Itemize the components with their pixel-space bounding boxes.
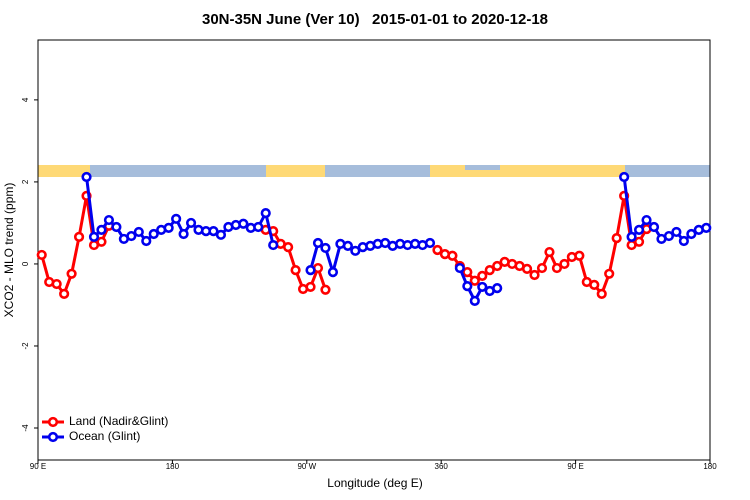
data-point [126, 230, 137, 242]
data-point [454, 262, 465, 274]
data-point [268, 239, 279, 251]
data-point [73, 231, 85, 242]
data-point [432, 244, 443, 256]
data-point [574, 250, 585, 261]
data-point [253, 221, 264, 233]
chart-title: 30N-35N June (Ver 10) 2015-01-01 to 2020… [202, 11, 548, 28]
x-tick-label: 90 E [30, 462, 46, 471]
data-point [477, 270, 488, 281]
data-point [238, 218, 249, 229]
data-point [551, 262, 563, 274]
data-point [424, 237, 436, 249]
data-point [663, 230, 675, 242]
data-point [163, 222, 174, 233]
legend-marker [47, 416, 59, 428]
data-point [290, 264, 301, 276]
data-point [536, 262, 548, 274]
y-tick-label: 4 [21, 97, 30, 102]
data-point [626, 231, 637, 242]
y-tick-label: -2 [21, 342, 30, 350]
y-tick-label: -4 [21, 424, 30, 432]
data-point [133, 226, 144, 238]
data-point [469, 275, 480, 286]
y-tick-label: 0 [21, 261, 30, 266]
legend-label: Land (Nadir&Glint) [69, 414, 168, 428]
ocean-band [325, 165, 430, 177]
data-point [178, 228, 189, 240]
data-point [305, 281, 316, 293]
data-point [484, 264, 495, 276]
data-point [462, 267, 473, 278]
data-point [103, 214, 115, 226]
data-point [544, 246, 555, 258]
ocean-band [465, 165, 500, 170]
data-point [342, 240, 353, 251]
data-point [59, 288, 70, 299]
data-point [701, 222, 712, 233]
data-point [141, 235, 152, 247]
data-point [185, 217, 197, 229]
data-point [215, 229, 227, 240]
data-point [589, 279, 600, 290]
data-point [447, 250, 458, 261]
data-point [619, 171, 630, 183]
x-tick-label: 360 [435, 462, 449, 471]
x-tick-label: 90 E [567, 462, 583, 471]
data-point [641, 214, 652, 226]
data-point [648, 221, 660, 233]
data-point [521, 263, 533, 274]
data-point [633, 224, 645, 236]
data-point [492, 260, 503, 272]
legend-label: Ocean (Glint) [69, 429, 140, 443]
data-point [477, 281, 488, 293]
data-point [96, 224, 107, 236]
data-point [96, 236, 107, 247]
x-tick-label: 180 [166, 462, 180, 471]
data-point [559, 258, 570, 270]
y-tick-label: 2 [21, 179, 30, 184]
data-point [88, 231, 100, 242]
data-point [66, 268, 77, 279]
series-line [436, 195, 648, 297]
x-axis-label: Longitude (deg E) [327, 476, 422, 490]
data-point [633, 236, 645, 247]
data-point [312, 237, 324, 249]
data-point [671, 226, 682, 238]
data-point [611, 233, 622, 244]
data-point [492, 283, 503, 294]
data-point [208, 226, 219, 237]
data-point [469, 295, 480, 306]
series [81, 171, 712, 306]
data-point [148, 228, 159, 240]
x-tick-label: 180 [703, 462, 717, 471]
data-point [604, 268, 615, 279]
data-point [305, 264, 316, 276]
land-mask-strip [38, 165, 710, 177]
data-point [171, 213, 182, 224]
x-tick-label: 90 W [297, 462, 316, 471]
data-point [111, 221, 122, 233]
data-point [596, 288, 607, 299]
plot-frame [37, 39, 711, 461]
data-point [36, 249, 47, 261]
data-point [320, 242, 331, 254]
data-point [51, 278, 62, 290]
ocean-band [625, 165, 710, 177]
data-point [462, 280, 473, 292]
data-point [686, 228, 697, 240]
ocean-band [90, 165, 266, 177]
data-point [350, 245, 361, 256]
data-point [678, 235, 689, 247]
legend-marker [47, 431, 59, 443]
data-point [81, 171, 92, 183]
data-point [327, 267, 339, 278]
data-point [529, 269, 540, 281]
data-point [320, 284, 331, 295]
data-point [283, 242, 294, 253]
data-point [260, 207, 271, 219]
y-axis-label: XCO2 - MLO trend (ppm) [2, 183, 16, 318]
